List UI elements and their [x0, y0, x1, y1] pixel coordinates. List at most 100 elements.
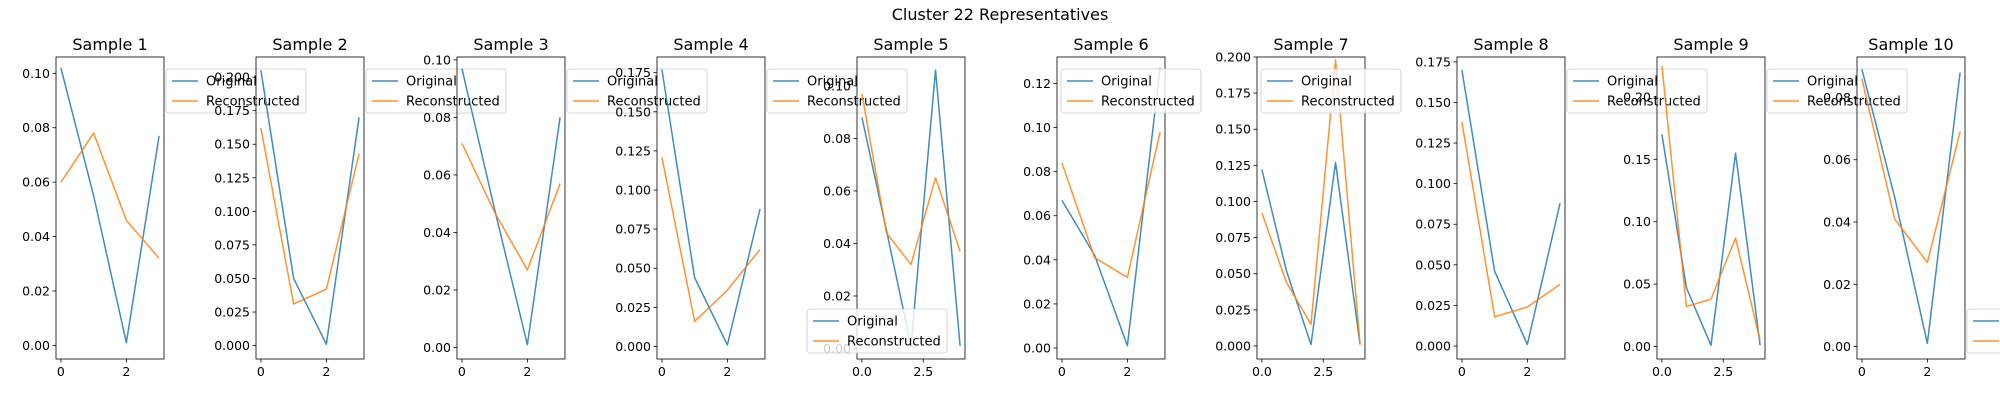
y-tick-label: 0.08: [1823, 90, 1851, 105]
y-tick-label: 0.08: [423, 110, 451, 125]
y-tick-label: 0.075: [214, 237, 250, 252]
y-tick-label: 0.15: [1623, 152, 1651, 167]
panel-sample-4: Sample 40.0000.0250.0500.0750.1000.1250.…: [615, 35, 908, 379]
y-tick-label: 0.000: [1415, 339, 1451, 354]
axes-frame: [656, 56, 766, 360]
legend-label: Reconstructed: [847, 335, 941, 350]
y-tick-label: 0.150: [214, 137, 250, 152]
series-line-original: [1261, 161, 1361, 346]
y-tick-label: 0.06: [1023, 208, 1051, 223]
panel-title: Sample 1: [72, 35, 147, 54]
y-tick-label: 0.100: [214, 204, 250, 219]
y-tick-label: 0.10: [22, 66, 50, 81]
legend-label: Original: [607, 75, 658, 90]
axes-frame: [255, 56, 365, 360]
y-tick-label: 0.00: [423, 340, 451, 355]
y-tick-label: 0.000: [1215, 338, 1251, 353]
panel-sample-6: Sample 6 0.00 0.02 0.04 0.06 0.08 0.10 0.12 0 2 Or…: [1023, 35, 1202, 379]
x-tick-label: 0: [458, 364, 466, 379]
series-line-original: [1661, 134, 1761, 347]
series-line-reconstructed: [60, 132, 160, 259]
y-tick-label: 0.20: [1623, 89, 1651, 104]
y-tick-label: 0.125: [1415, 136, 1451, 151]
y-tick-label: 0.04: [22, 229, 50, 244]
series-line-reconstructed: [861, 93, 961, 266]
x-tick-label: 0.0: [852, 364, 872, 379]
y-tick-label: 0.02: [22, 283, 50, 298]
y-tick-label: 0.00: [1823, 339, 1851, 354]
y-tick-label: 0.175: [1215, 86, 1251, 101]
series-line-reconstructed: [260, 128, 360, 305]
legend-label: Reconstructed: [206, 95, 300, 110]
y-tick-label: 0.075: [615, 222, 651, 237]
legend-label: Reconstructed: [1301, 95, 1395, 110]
panel-sample-8: Sample 80.0000.0250.0500.0750.1000.1250.…: [1415, 35, 1708, 379]
series-line-original: [661, 69, 761, 346]
x-tick-label: 0: [1858, 364, 1866, 379]
panel-title: Sample 8: [1473, 35, 1548, 54]
legend-label: Original: [1607, 75, 1658, 90]
y-tick-label: 0.10: [823, 78, 851, 93]
legend-label: Original: [1807, 75, 1858, 90]
legend-box: [766, 68, 908, 114]
y-tick-label: 0.025: [1215, 302, 1251, 317]
y-tick-label: 0.02: [423, 282, 451, 297]
panel-sample-5: Sample 50.000.020.040.060.080.100.02.5Or…: [806, 35, 966, 379]
legend: Original Reconstructed: [806, 308, 948, 354]
panel-title: Sample 6: [1073, 35, 1148, 54]
x-tick-label: 2: [1523, 364, 1531, 379]
y-tick-label: 0.06: [823, 183, 851, 198]
series-line-reconstructed: [1261, 59, 1361, 345]
series-line-reconstructed: [1061, 131, 1161, 279]
series-line-original: [461, 68, 561, 346]
legend-box: [1060, 68, 1202, 114]
panel-title: Sample 5: [873, 35, 948, 54]
axes-frame: [1856, 56, 1966, 360]
x-tick-label: 2.5: [1713, 364, 1733, 379]
y-tick-label: 0.125: [615, 143, 651, 158]
y-tick-label: 0.150: [1215, 122, 1251, 137]
legend-label: Reconstructed: [807, 95, 901, 110]
legend-box: [806, 308, 948, 354]
y-tick-label: 0.000: [615, 339, 651, 354]
y-tick-label: 0.000: [214, 338, 250, 353]
y-tick-label: 0.025: [615, 300, 651, 315]
y-tick-label: 0.04: [1023, 252, 1051, 267]
series-line-reconstructed: [1861, 78, 1961, 264]
y-tick-label: 0.02: [823, 288, 851, 303]
legend-box: [1566, 68, 1708, 114]
x-tick-label: 0: [57, 364, 65, 379]
legend-label: Reconstructed: [1101, 95, 1195, 110]
legend-box: [165, 68, 307, 114]
y-tick-label: 0.025: [214, 305, 250, 320]
y-tick-label: 0.06: [1823, 152, 1851, 167]
axes-frame: [55, 56, 165, 360]
x-tick-label: 0.0: [1652, 364, 1672, 379]
y-tick-label: 0.10: [423, 52, 451, 67]
y-tick-label: 0.08: [22, 120, 50, 135]
panel-title: Sample 10: [1868, 35, 1953, 54]
figure-title: Cluster 22 Representatives: [892, 5, 1109, 24]
series-line-original: [60, 67, 160, 344]
legend-label: Reconstructed: [1807, 95, 1901, 110]
y-tick-label: 0.050: [214, 271, 250, 286]
series-line-original: [1461, 69, 1561, 346]
x-tick-label: 2.5: [913, 364, 933, 379]
panel-sample-10: Sample 10 0.00 0.02 0.04 0.06 0.08 0 2 OriginalR…: [1823, 35, 2000, 379]
series-line-reconstructed: [1661, 65, 1761, 341]
y-tick-label: 0.02: [1023, 296, 1051, 311]
x-tick-label: 0: [257, 364, 265, 379]
y-tick-label: 0.175: [214, 103, 250, 118]
y-tick-label: 0.08: [823, 131, 851, 146]
y-tick-label: 0.04: [823, 236, 851, 251]
y-tick-label: 0.075: [1415, 217, 1451, 232]
y-tick-label: 0.125: [214, 170, 250, 185]
legend-label: Original: [847, 315, 898, 330]
legend-label: Reconstructed: [1607, 95, 1701, 110]
legend-label: Original: [206, 75, 257, 90]
x-tick-label: 0.0: [1252, 364, 1272, 379]
